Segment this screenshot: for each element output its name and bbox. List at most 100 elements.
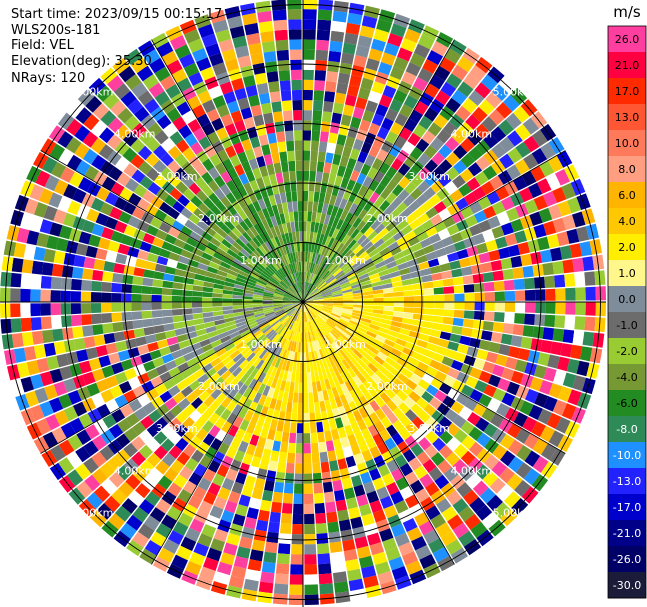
gate-cell [382,310,394,316]
gate-cell [217,212,229,224]
gate-cell [298,221,303,232]
gate-cell [118,211,132,224]
gate-cell [343,403,353,415]
gate-cell [334,581,349,594]
gate-cell [353,231,364,242]
gate-cell [324,399,332,411]
gate-cell [434,221,447,233]
gate-cell [246,320,257,327]
gate-cell [65,137,82,154]
gate-cell [304,503,315,515]
gate-cell [255,261,266,271]
gate-cell [317,202,324,213]
gate-cell [455,105,471,121]
gate-cell [308,181,315,192]
gate-cell [31,330,44,345]
gate-cell [381,318,392,326]
gate-cell [215,274,226,282]
gate-cell [475,155,491,171]
gate-cell [243,349,253,360]
gate-cell [299,312,302,323]
gate-cell [515,462,532,479]
gate-cell [524,199,539,214]
gate-cell [210,538,225,552]
gate-cell [576,226,590,242]
gate-cell [128,490,145,507]
gate-cell [82,219,96,234]
gate-cell [155,498,171,514]
gate-cell [391,158,404,171]
gate-cell [337,458,348,470]
gate-cell [221,477,235,491]
gate-cell [312,296,323,300]
gate-cell [353,194,363,206]
gate-cell [225,58,239,72]
gate-cell [293,302,303,305]
gate-cell [285,191,292,203]
gate-cell [217,149,229,163]
gate-cell [298,382,303,393]
gate-cell [322,306,333,310]
gate-cell [99,461,116,478]
gate-cell [205,209,217,221]
gate-cell [506,207,520,222]
gate-cell [278,369,285,380]
gate-cell [531,148,548,165]
gate-cell [232,353,243,363]
gate-cell [379,347,391,357]
gate-cell [283,305,294,310]
gate-cell [237,395,248,407]
gate-cell [570,344,583,360]
gate-cell [365,100,378,113]
gate-cell [238,536,253,549]
gate-cell [261,351,270,362]
gate-cell [342,306,354,310]
gate-cell [316,350,322,361]
gate-cell [49,143,65,161]
gate-cell [281,316,290,325]
gate-cell [524,289,536,301]
gate-cell [347,84,360,97]
gate-cell [115,253,128,265]
gate-cell [420,237,432,248]
gate-cell [218,351,230,362]
gate-cell [40,303,51,316]
gate-cell [361,449,373,462]
gate-cell [253,392,262,404]
gate-cell [460,384,474,398]
ring-label: 3.00km [408,170,450,183]
gate-cell [332,308,343,313]
gate-cell [109,385,123,399]
gate-cell [330,312,341,319]
gate-cell [309,231,314,243]
gate-cell [267,521,280,533]
gate-cell [421,321,433,329]
gate-cell [386,459,399,473]
gate-cell [321,224,328,235]
gate-cell [160,152,174,167]
gate-cell [104,495,121,513]
gate-cell [295,294,303,302]
gate-cell [275,39,289,51]
gate-cell [266,314,276,321]
gate-cell [312,294,323,299]
gate-cell [215,347,227,357]
gate-cell [288,309,297,317]
gate-cell [216,71,231,86]
gate-cell [350,352,361,362]
ring-label: 3.00km [156,170,198,183]
gate-cell [254,403,264,416]
gate-cell [343,369,353,381]
gate-cell [20,180,35,197]
gate-cell [189,363,202,374]
gate-cell [266,71,279,83]
gate-cell [248,214,258,226]
gate-cell [156,41,174,58]
gate-cell [533,364,547,379]
gate-cell [403,194,416,207]
gate-cell [429,74,445,90]
gate-cell [177,194,190,207]
gate-cell [492,270,504,281]
gate-cell [318,327,325,337]
gate-cell [275,347,283,358]
